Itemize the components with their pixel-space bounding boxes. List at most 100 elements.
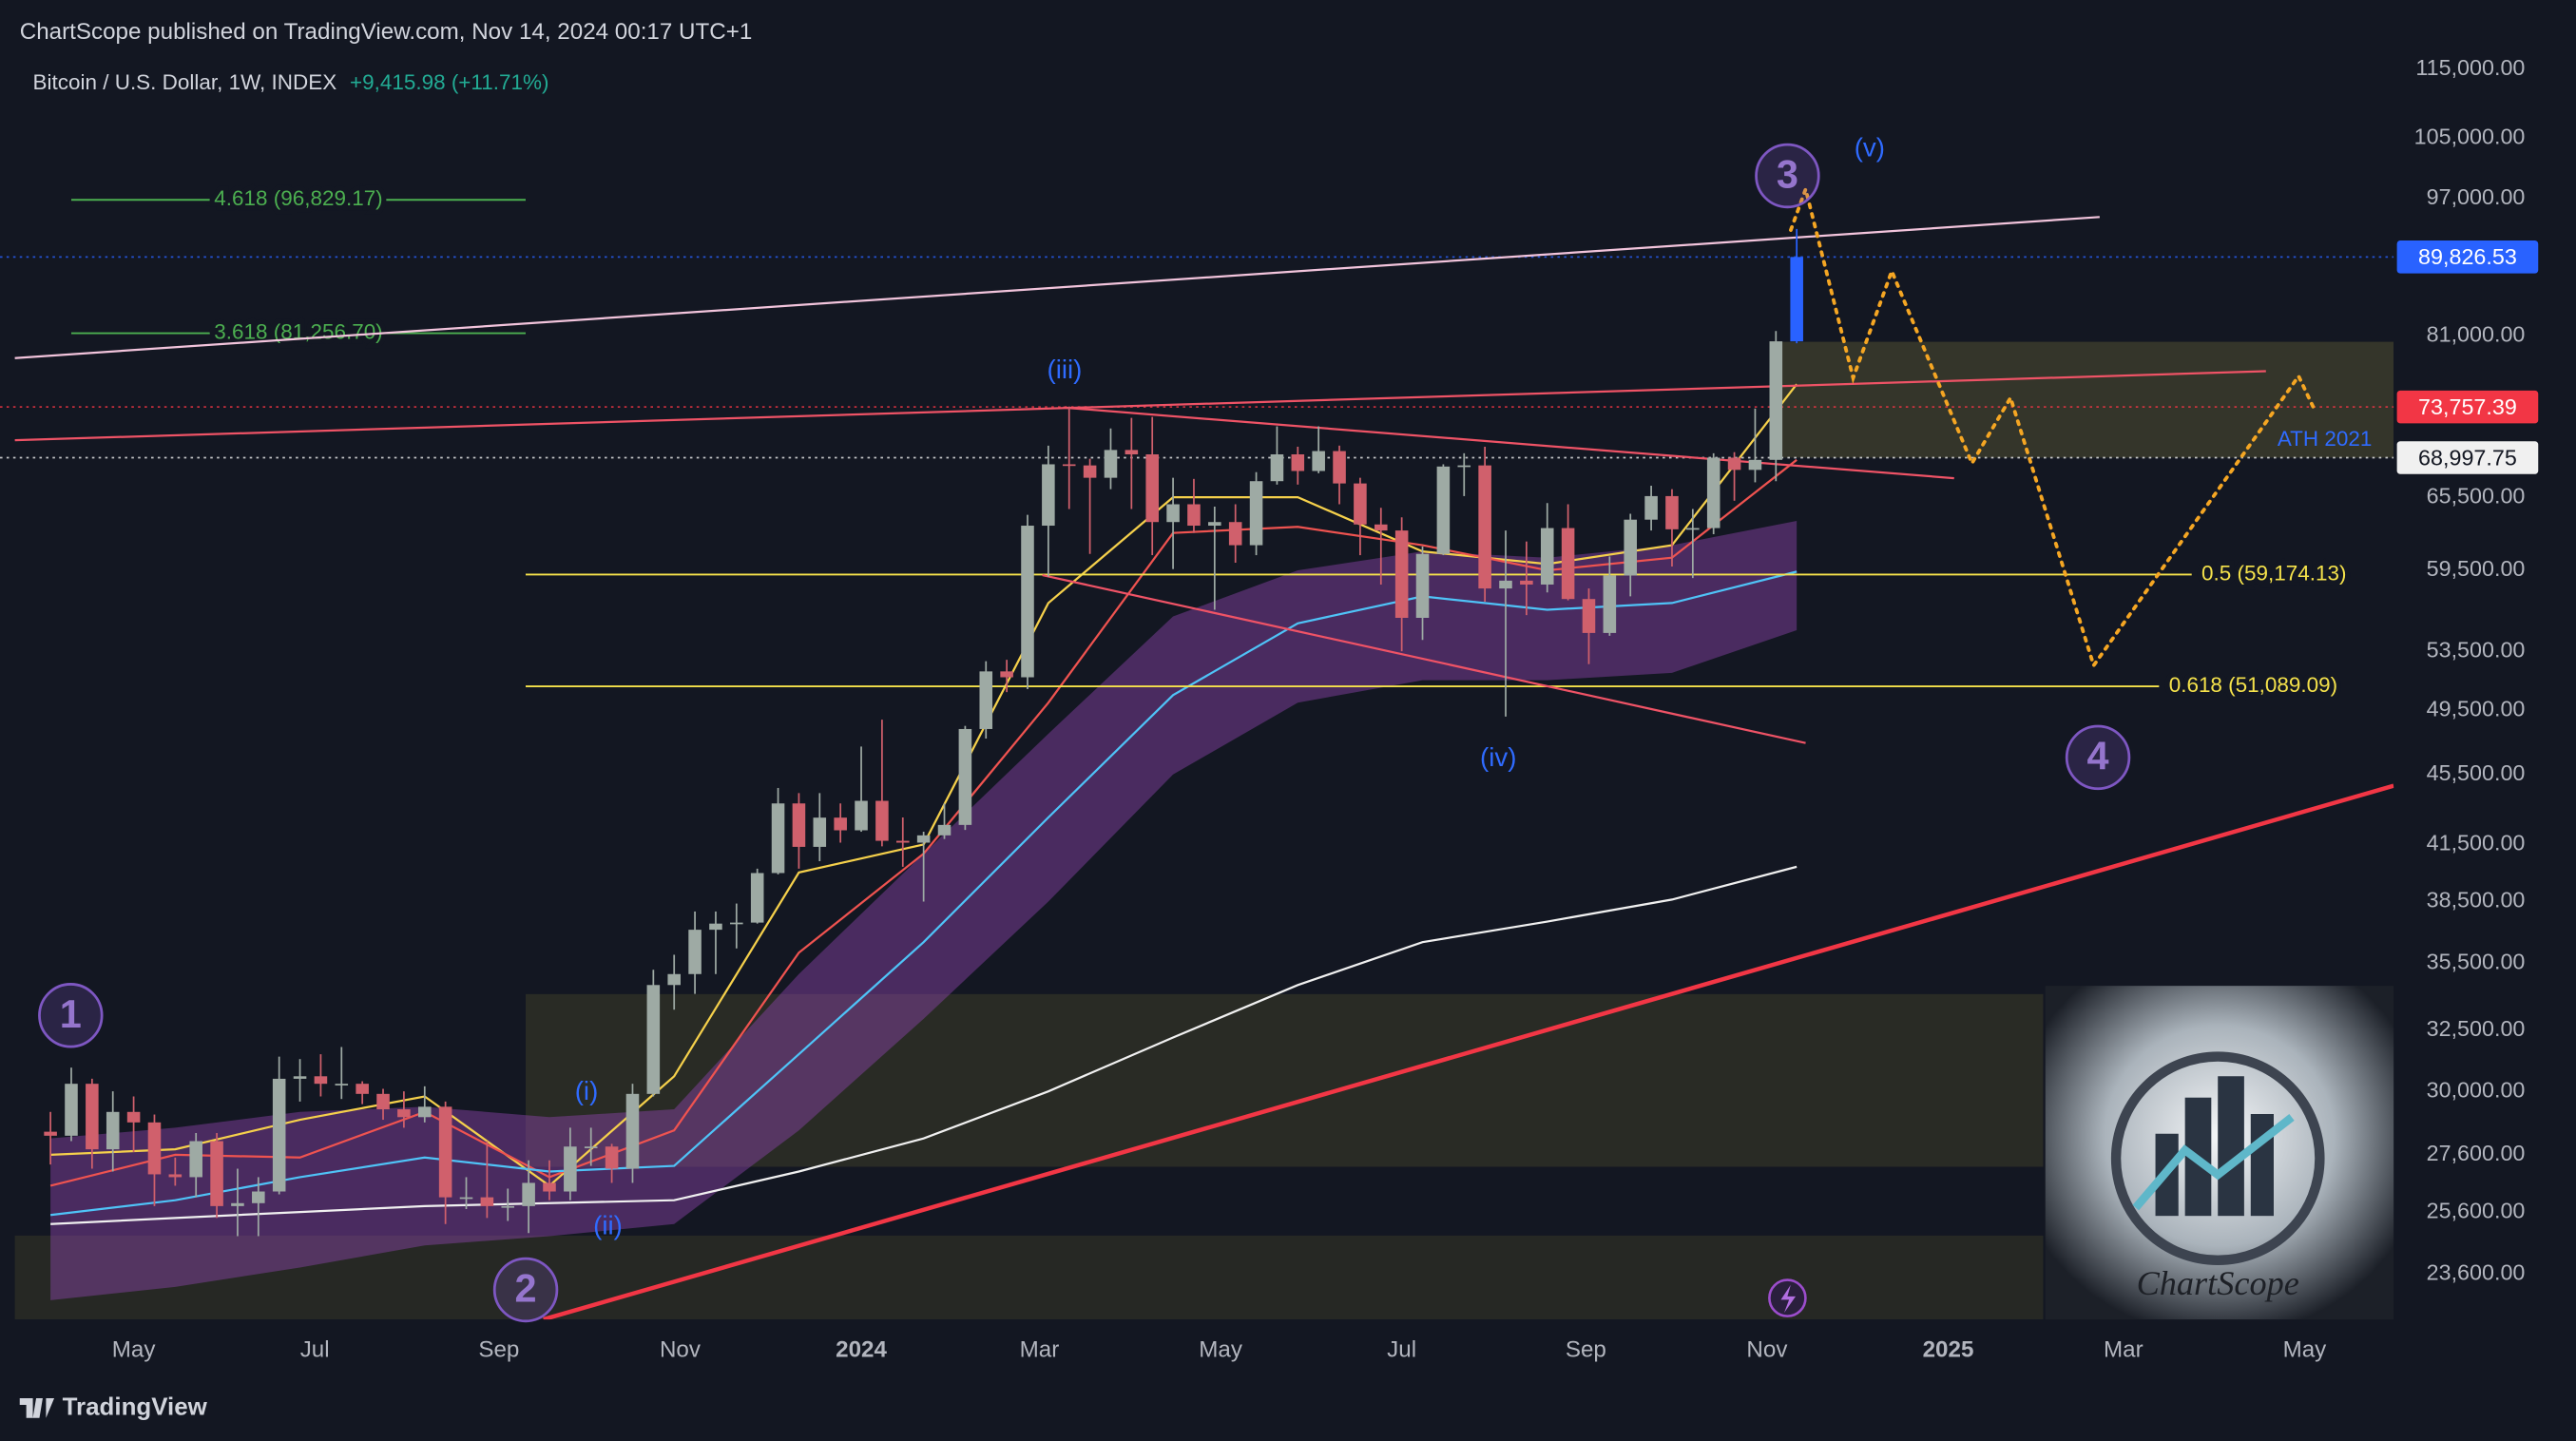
y-tick-label: 35,500.00 <box>2427 950 2526 974</box>
candle-body <box>1457 465 1471 468</box>
candle-body <box>688 930 702 974</box>
trendline <box>1042 573 1806 744</box>
x-tick-label: May <box>1199 1336 1243 1362</box>
subwave-label: (v) <box>1855 133 1885 163</box>
candle-body <box>625 1093 640 1169</box>
candle-body <box>1540 528 1554 585</box>
fib-label: 0.618 (51,089.09) <box>2169 673 2337 697</box>
candle-body <box>168 1174 183 1178</box>
y-tick-label: 115,000.00 <box>2415 55 2525 80</box>
indicator-line <box>50 865 1797 1225</box>
candle-body <box>522 1182 535 1206</box>
subwave-label: (ii) <box>593 1211 623 1240</box>
candle-body <box>314 1076 328 1085</box>
wave-label: 3 <box>1777 152 1798 197</box>
candle-body <box>855 800 868 831</box>
candle-body <box>1354 483 1367 525</box>
fib-label: 0.5 (59,174.13) <box>2201 561 2346 585</box>
watermark-ring <box>2110 1051 2325 1266</box>
candle-body <box>584 1146 598 1148</box>
candle-body <box>1291 454 1305 471</box>
candle-body <box>1021 526 1034 678</box>
candle-body <box>1665 495 1679 529</box>
trendline <box>14 216 2100 359</box>
y-tick-label: 97,000.00 <box>2427 184 2526 209</box>
y-tick-label: 105,000.00 <box>2414 125 2526 149</box>
candle-body <box>667 973 681 986</box>
price-tag-label: 73,757.39 <box>2418 394 2517 419</box>
wave-circle <box>2065 724 2131 791</box>
x-tick-label: Jul <box>1387 1336 1416 1362</box>
candle-body <box>605 1146 619 1169</box>
y-tick-label: 27,600.00 <box>2427 1141 2526 1165</box>
zone <box>1773 341 2394 458</box>
x-tick-label: Sep <box>478 1336 519 1362</box>
candle-body <box>1603 575 1617 633</box>
x-tick-label: May <box>112 1336 157 1362</box>
y-tick-label: 45,500.00 <box>2427 760 2526 785</box>
candle-body <box>501 1205 515 1208</box>
candle-body <box>65 1084 78 1136</box>
footer-text: TradingView <box>63 1393 208 1420</box>
y-tick-label: 23,600.00 <box>2427 1259 2526 1284</box>
candle-body <box>1686 528 1700 530</box>
candle-body <box>646 985 661 1094</box>
candle-body <box>417 1106 432 1118</box>
candle-body <box>916 835 931 843</box>
candle-body <box>106 1111 120 1150</box>
candle-body <box>1624 519 1638 576</box>
candle-body <box>979 671 993 729</box>
y-tick-label: 25,600.00 <box>2427 1198 2526 1222</box>
plot-area: 4.618 (96,829.17) 3.618 (81,256.70) <box>0 182 2394 1320</box>
candle-body <box>1748 459 1762 471</box>
candle-body <box>1436 466 1451 554</box>
candle-body <box>438 1106 452 1198</box>
candle-body <box>272 1078 286 1192</box>
y-tick-label: 53,500.00 <box>2427 637 2526 662</box>
wave-circle <box>38 983 104 1048</box>
candle-body <box>210 1141 223 1206</box>
x-tick-label: Mar <box>1020 1336 1060 1362</box>
candle-body <box>147 1122 162 1175</box>
candle-body <box>937 824 952 836</box>
candle-body <box>1228 522 1242 546</box>
wave-circle <box>1755 143 1820 209</box>
candle-body <box>730 922 743 925</box>
overlay: ChartScope 0.5 (59,174.13) 0.618 (51,089.… <box>38 133 2394 1323</box>
watermark-buildings <box>2155 1076 2274 1217</box>
y-tick-label: 65,500.00 <box>2427 483 2526 508</box>
annotation: ATH 2021 <box>2278 427 2372 451</box>
candle-body <box>356 1084 369 1094</box>
y-tick-label: 41,500.00 <box>2427 831 2526 855</box>
candle-body <box>126 1111 141 1123</box>
watermark-text: ChartScope <box>2137 1264 2299 1302</box>
candle-body <box>1187 504 1201 527</box>
candle-body <box>86 1084 99 1150</box>
candle-body <box>1042 464 1055 527</box>
trendline <box>543 783 2394 1320</box>
candle-body <box>1208 522 1221 527</box>
wave-label: 1 <box>60 991 82 1036</box>
candle-body <box>189 1141 202 1178</box>
candle-body <box>1582 599 1596 633</box>
price-tag <box>2396 390 2539 424</box>
wave-circle <box>492 1257 559 1323</box>
candle-body <box>1312 451 1325 471</box>
candle-body <box>1415 553 1430 618</box>
candle-body <box>895 840 910 843</box>
wave-label: 4 <box>2087 734 2109 778</box>
x-tick-label: May <box>2283 1336 2328 1362</box>
zone <box>525 993 2044 1167</box>
header: ChartScope published on TradingView.com,… <box>20 19 753 45</box>
x-tick-label: Nov <box>1746 1336 1788 1362</box>
candle-body <box>293 1076 307 1079</box>
candle-body <box>1062 464 1076 467</box>
trendline <box>1063 406 1954 480</box>
candle-body <box>1000 671 1013 678</box>
candle-body <box>564 1146 577 1192</box>
watermark-arrow <box>2132 1114 2295 1211</box>
candle-body <box>1499 580 1512 589</box>
candle-body <box>459 1197 473 1200</box>
